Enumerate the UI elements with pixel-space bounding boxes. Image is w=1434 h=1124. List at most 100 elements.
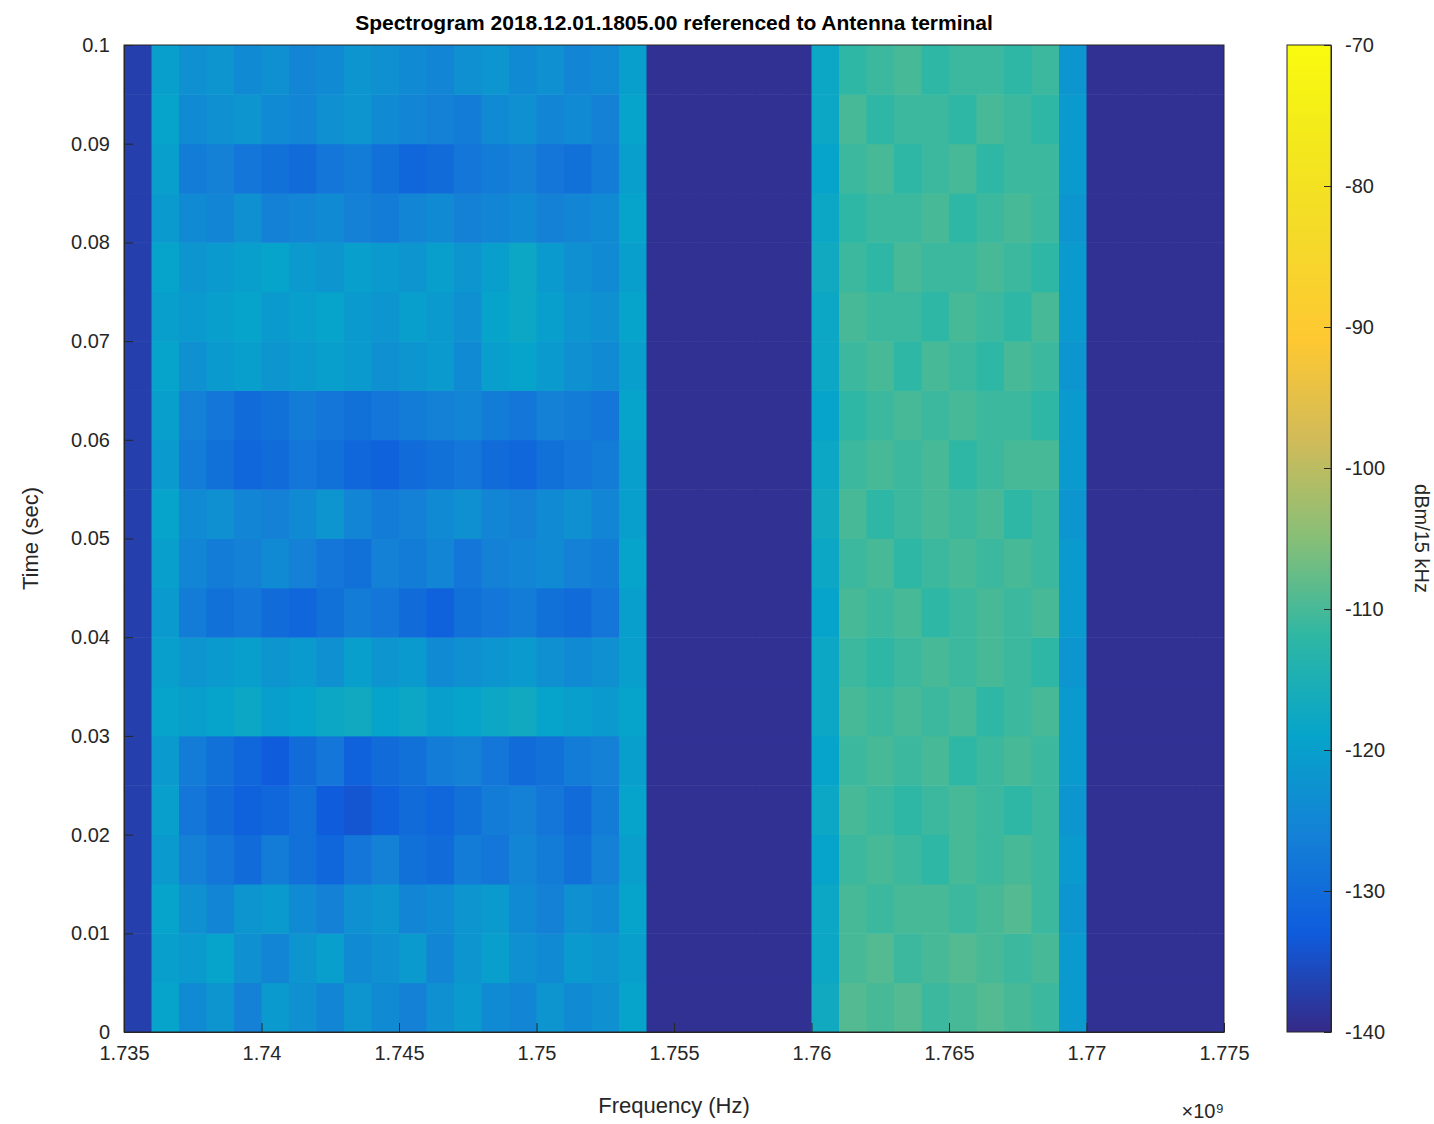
cell	[344, 736, 372, 786]
cell	[1142, 687, 1170, 737]
cell	[207, 637, 235, 687]
cell	[757, 242, 785, 292]
cell	[482, 193, 510, 243]
cell	[427, 144, 455, 194]
cell	[977, 884, 1005, 934]
cell	[867, 884, 895, 934]
cell	[867, 390, 895, 440]
cell	[454, 588, 482, 638]
cell	[647, 933, 675, 983]
cell	[1169, 637, 1197, 687]
cell	[977, 292, 1005, 342]
cell	[1114, 489, 1142, 539]
cell	[1004, 489, 1032, 539]
cell	[207, 94, 235, 144]
cell	[454, 292, 482, 342]
cell	[619, 242, 647, 292]
cell	[454, 94, 482, 144]
cell	[839, 785, 867, 835]
tick-mark	[124, 933, 133, 934]
cell	[454, 687, 482, 737]
cell	[399, 45, 427, 95]
cell	[1087, 933, 1115, 983]
cell	[922, 94, 950, 144]
cell	[977, 489, 1005, 539]
cell	[482, 390, 510, 440]
cell	[1197, 539, 1225, 589]
cell	[124, 637, 152, 687]
cell	[317, 933, 345, 983]
cell	[427, 785, 455, 835]
cell	[812, 193, 840, 243]
tick-mark	[399, 1023, 400, 1032]
cell	[509, 341, 537, 391]
cell	[152, 341, 180, 391]
chart: 1.7351.741.7451.751.7551.761.7651.771.77…	[0, 0, 1434, 1124]
tick: 0.02	[71, 824, 133, 846]
cell	[757, 983, 785, 1032]
tick-mark	[124, 539, 133, 540]
cell	[757, 884, 785, 934]
cell	[784, 341, 812, 391]
cell	[372, 983, 400, 1032]
cell	[427, 884, 455, 934]
cell	[894, 539, 922, 589]
cell	[124, 736, 152, 786]
cell	[454, 884, 482, 934]
cell	[482, 341, 510, 391]
cell	[702, 390, 730, 440]
cell	[592, 390, 620, 440]
cell	[454, 390, 482, 440]
cell	[977, 687, 1005, 737]
tick-label: 0.04	[71, 626, 110, 648]
cell	[509, 637, 537, 687]
tick-label: 1.76	[793, 1042, 832, 1064]
cell	[812, 440, 840, 490]
cell	[1004, 292, 1032, 342]
cell	[234, 144, 262, 194]
tick: 0.08	[71, 231, 133, 253]
cell	[454, 539, 482, 589]
cell	[812, 933, 840, 983]
cell	[894, 45, 922, 95]
cell	[537, 539, 565, 589]
tick-label: 1.775	[1199, 1042, 1249, 1064]
cell	[702, 144, 730, 194]
cell	[674, 341, 702, 391]
cell	[1004, 94, 1032, 144]
cell	[372, 94, 400, 144]
cell	[977, 341, 1005, 391]
cell	[482, 489, 510, 539]
cell	[729, 539, 757, 589]
cell	[317, 637, 345, 687]
cell	[922, 687, 950, 737]
cell	[427, 390, 455, 440]
cell	[234, 292, 262, 342]
cell	[179, 785, 207, 835]
cell	[977, 588, 1005, 638]
cell	[344, 884, 372, 934]
cell	[454, 933, 482, 983]
cell	[399, 242, 427, 292]
cell	[1142, 390, 1170, 440]
cell	[1142, 341, 1170, 391]
cell	[784, 539, 812, 589]
cell	[207, 144, 235, 194]
cell	[1004, 144, 1032, 194]
cell	[977, 193, 1005, 243]
cell	[372, 292, 400, 342]
cell	[894, 933, 922, 983]
cell	[674, 637, 702, 687]
cell	[262, 440, 290, 490]
cell	[317, 144, 345, 194]
cell	[757, 736, 785, 786]
cell	[179, 489, 207, 539]
cell	[317, 292, 345, 342]
cell	[262, 687, 290, 737]
cell	[839, 45, 867, 95]
cell	[757, 193, 785, 243]
cell	[509, 785, 537, 835]
cell	[867, 292, 895, 342]
cell	[152, 242, 180, 292]
cell	[344, 292, 372, 342]
